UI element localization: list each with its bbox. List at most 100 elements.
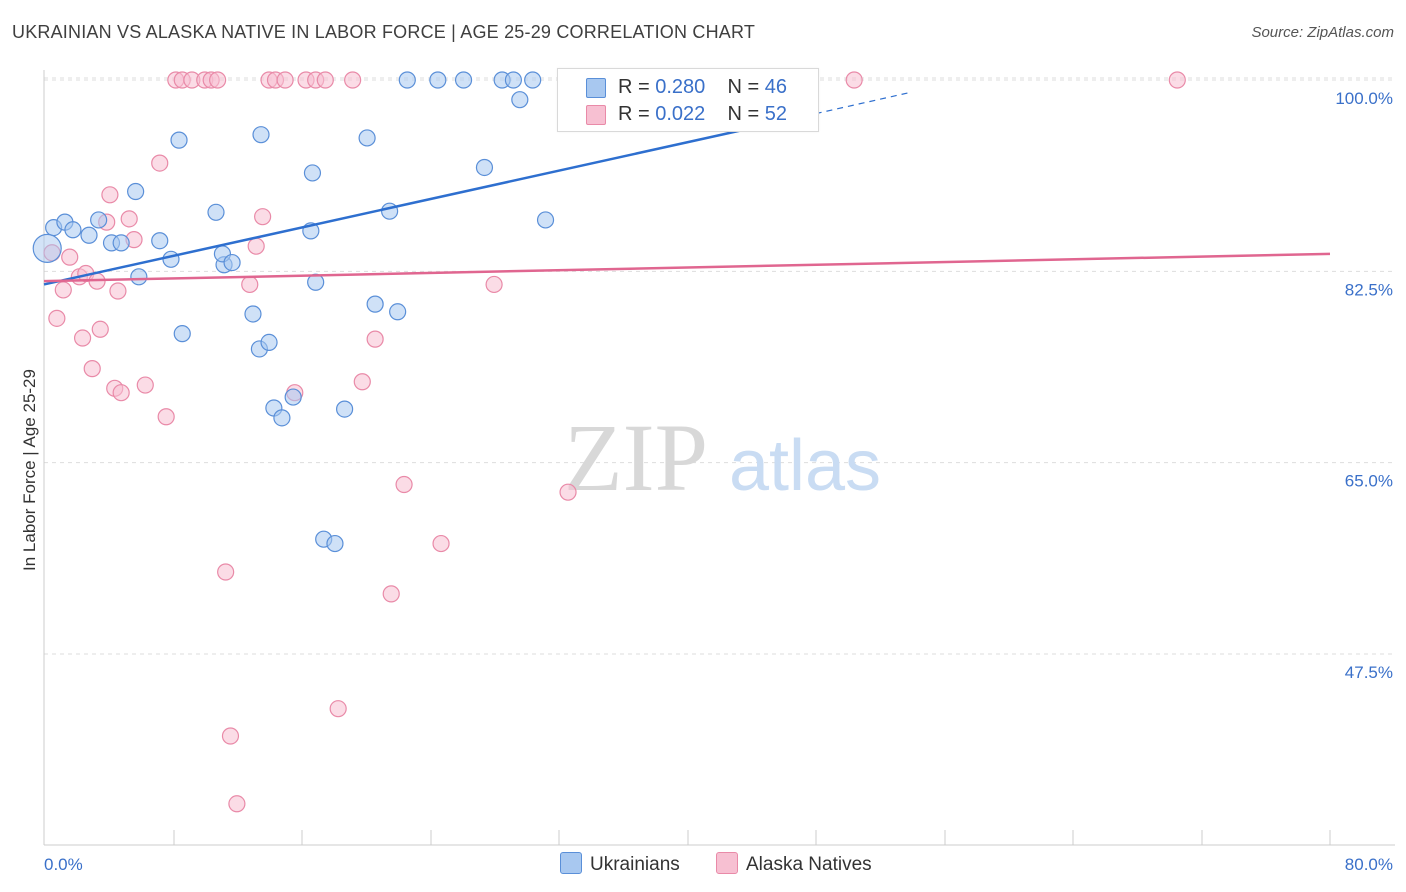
alaska-natives-point bbox=[382, 585, 400, 603]
y-tick-label: 47.5% bbox=[1345, 663, 1393, 682]
ukrainians-point bbox=[326, 534, 344, 553]
alaska-natives-point bbox=[366, 330, 384, 348]
alaska-natives-point bbox=[559, 483, 577, 501]
ukrainians-trend-line bbox=[43, 126, 752, 286]
alaska-natives-point bbox=[316, 71, 334, 89]
alaska-natives-point bbox=[1168, 71, 1186, 89]
legend-swatch-blue bbox=[586, 78, 606, 98]
ukrainians-point bbox=[170, 131, 188, 149]
legend-n-value-ukrainians: 46 bbox=[764, 76, 788, 98]
legend-r-value-ukrainians: 0.280 bbox=[655, 76, 706, 98]
ukrainians-point bbox=[173, 325, 191, 343]
chart-title: UKRAINIAN VS ALASKA NATIVE IN LABOR FORC… bbox=[12, 22, 756, 42]
bottom-legend-label-alaska-natives: Alaska Natives bbox=[746, 854, 872, 875]
bottom-legend-ukrainians: Ukrainians bbox=[560, 852, 680, 876]
alaska-natives-point bbox=[395, 475, 413, 494]
alaska-natives-point bbox=[101, 186, 119, 204]
alaska-natives-trend-line bbox=[43, 252, 1331, 283]
bottom-legend-label-ukrainians: Ukrainians bbox=[590, 854, 680, 875]
y-tick-label: 65.0% bbox=[1345, 472, 1393, 491]
ukrainians-point bbox=[389, 303, 407, 321]
ukrainians-point bbox=[284, 388, 302, 406]
alaska-natives-point bbox=[217, 563, 235, 581]
alaska-natives-point bbox=[228, 795, 246, 813]
alaska-natives-point bbox=[91, 320, 109, 338]
series-alaska-natives-points bbox=[43, 71, 1186, 813]
legend-r-label: R = bbox=[618, 103, 650, 125]
alaska-natives-point bbox=[120, 210, 138, 228]
bottom-legend-swatch-blue bbox=[560, 852, 582, 874]
series-ukrainians-points bbox=[32, 71, 760, 553]
ukrainians-point bbox=[80, 226, 98, 244]
alaska-natives-point bbox=[329, 700, 347, 718]
ukrainians-point bbox=[429, 71, 447, 89]
ukrainians-cluster-point bbox=[32, 233, 62, 263]
gridlines bbox=[44, 77, 1395, 655]
alaska-natives-point bbox=[151, 154, 169, 172]
alaska-natives-point bbox=[54, 281, 72, 299]
x-tick-label-max: 80.0% bbox=[1345, 855, 1393, 874]
alaska-natives-point bbox=[136, 376, 154, 394]
legend-r-label: R = bbox=[618, 76, 650, 98]
alaska-natives-point bbox=[157, 408, 175, 426]
legend-swatch-pink bbox=[586, 105, 606, 125]
alaska-natives-point bbox=[344, 71, 362, 89]
ukrainians-point bbox=[273, 409, 291, 427]
ukrainians-point bbox=[536, 211, 555, 229]
legend-n-label: N = bbox=[727, 76, 760, 98]
ukrainians-point bbox=[244, 305, 262, 323]
ukrainians-point bbox=[151, 232, 169, 250]
correlation-legend: R = 0.280 N = 46 R = 0.022 N = 52 bbox=[557, 68, 819, 132]
watermark-zip: ZIP bbox=[564, 404, 708, 511]
ukrainians-point bbox=[303, 164, 322, 182]
ukrainians-point bbox=[260, 333, 278, 351]
axes bbox=[43, 70, 1395, 846]
ukrainians-point bbox=[511, 91, 529, 109]
alaska-natives-point bbox=[61, 248, 79, 266]
ukrainians-point bbox=[162, 250, 180, 268]
ukrainians-point bbox=[524, 71, 542, 89]
alaska-natives-point bbox=[485, 275, 503, 294]
x-tick-label-min: 0.0% bbox=[44, 855, 83, 874]
alaska-natives-point bbox=[353, 373, 371, 391]
ukrainians-point bbox=[504, 71, 522, 89]
alaska-natives-point bbox=[247, 237, 265, 255]
ukrainians-point bbox=[252, 126, 270, 144]
bottom-legend-alaska-natives: Alaska Natives bbox=[716, 852, 872, 876]
tick-labels: 47.5% 65.0% 82.5% 100.0% 0.0% 80.0% bbox=[44, 89, 1393, 874]
alaska-natives-point bbox=[276, 71, 294, 89]
alaska-natives-point bbox=[48, 309, 66, 327]
ukrainians-point bbox=[127, 182, 145, 201]
y-tick-label: 82.5% bbox=[1345, 280, 1393, 299]
ukrainians-point bbox=[90, 211, 108, 229]
watermark-atlas: atlas bbox=[729, 426, 881, 506]
alaska-natives-point bbox=[241, 275, 259, 294]
alaska-natives-point bbox=[209, 71, 227, 89]
ukrainians-point bbox=[398, 71, 416, 89]
y-tick-label: 100.0% bbox=[1335, 89, 1393, 108]
ukrainians-point bbox=[336, 400, 354, 418]
ukrainians-point bbox=[454, 71, 473, 89]
legend-r-value-alaska-natives: 0.022 bbox=[655, 103, 706, 125]
legend-n-value-alaska-natives: 52 bbox=[764, 103, 788, 125]
ukrainians-point bbox=[112, 234, 130, 252]
alaska-natives-point bbox=[83, 360, 101, 378]
legend-n-label: N = bbox=[727, 103, 760, 125]
alaska-natives-point bbox=[73, 329, 92, 347]
alaska-natives-point bbox=[221, 727, 240, 745]
alaska-natives-point bbox=[112, 384, 130, 402]
bottom-legend-swatch-pink bbox=[716, 852, 738, 874]
alaska-natives-point bbox=[254, 208, 272, 226]
alaska-natives-point bbox=[109, 282, 127, 300]
ukrainians-point bbox=[130, 268, 148, 286]
alaska-natives-point bbox=[845, 71, 863, 89]
alaska-natives-point bbox=[432, 534, 450, 553]
ukrainians-point bbox=[223, 253, 241, 272]
source-label: Source: ZipAtlas.com bbox=[1251, 24, 1394, 41]
ukrainians-point bbox=[207, 203, 225, 221]
ukrainians-point bbox=[366, 295, 384, 313]
ukrainians-point bbox=[64, 221, 82, 239]
ukrainians-point bbox=[475, 158, 494, 177]
ukrainians-point bbox=[358, 129, 376, 147]
